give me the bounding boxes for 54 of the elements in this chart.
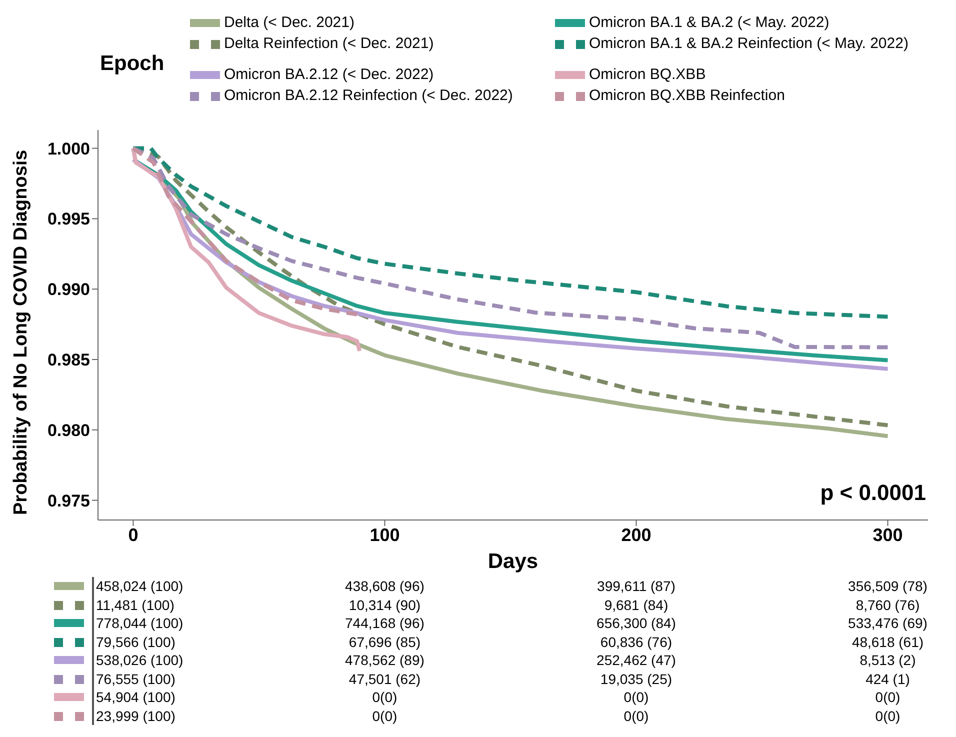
x-tick-label: 100 — [370, 524, 400, 545]
text: 10,314 (90) — [348, 596, 422, 614]
y-axis-title: Probability of No Long COVID Diagnosis — [10, 150, 32, 515]
text: 79,566 (100) — [96, 632, 176, 650]
y-tick-label: 0.995 — [47, 210, 90, 229]
text: 356,509 (78) — [847, 577, 928, 595]
text: 0(0) — [371, 688, 398, 706]
legend-label: Omicron BA.1 & BA.2 (< May. 2022) — [589, 14, 830, 31]
text: 8,760 (76) — [854, 596, 921, 614]
y-tick-label: 1.000 — [47, 139, 90, 158]
text: 67,696 (85) — [348, 632, 422, 650]
text: 399,611 (87) — [596, 577, 676, 595]
legend-label: Omicron BQ.XBB — [589, 66, 706, 83]
x-tick-label: 300 — [872, 524, 903, 545]
text: 47,501 (62) — [348, 670, 422, 688]
text: 478,562 (89) — [344, 651, 426, 669]
text: 54,904 (100) — [96, 688, 176, 706]
text: 0(0) — [622, 688, 650, 706]
legend-label: Omicron BA.2.12 Reinfection (< Dec. 2022) — [224, 87, 513, 104]
text: 744,168 (96) — [344, 614, 426, 632]
legend-label: Delta (< Dec. 2021) — [224, 14, 354, 31]
text: 533,476 (69) — [847, 614, 928, 632]
legend-label: Omicron BQ.XBB Reinfection — [589, 87, 785, 104]
x-tick-label: 0 — [128, 524, 138, 545]
text: 11,481 (100) — [96, 596, 174, 614]
legend-title: Epoch — [100, 52, 166, 76]
x-tick-label: 200 — [621, 524, 652, 545]
text: 252,462 (47) — [596, 651, 677, 669]
text: 0(0) — [371, 706, 398, 724]
y-tick-label: 0.975 — [47, 491, 90, 510]
text: 778,044 (100) — [96, 614, 184, 632]
legend-label: Omicron BA.1 & BA.2 Reinfection (< May. 2022) — [589, 35, 908, 52]
text: 60,836 (76) — [599, 632, 674, 650]
text: 76,555 (100) — [96, 670, 176, 688]
legend-label: Omicron BA.2.12 (< Dec. 2022) — [224, 66, 434, 83]
legend-label: Delta Reinfection (< Dec. 2021) — [224, 35, 434, 52]
y-tick-label: 0.980 — [47, 420, 90, 440]
text: 656,300 (84) — [596, 614, 677, 632]
text: 438,608 (96) — [344, 577, 426, 595]
text: 424 (1) — [864, 670, 911, 688]
x-axis-title: Days — [488, 550, 538, 573]
text: 0(0) — [874, 688, 902, 706]
text: 48,618 (61) — [850, 632, 925, 650]
text: 19,035 (25) — [599, 670, 674, 688]
annotation: p < 0.0001 — [820, 480, 926, 506]
text: 0(0) — [874, 706, 902, 724]
text: 0(0) — [622, 706, 650, 724]
text: 23,999 (100) — [96, 706, 176, 724]
y-tick-label: 0.985 — [47, 350, 90, 370]
text: 458,024 (100) — [96, 577, 184, 595]
text: 9,681 (84) — [603, 596, 670, 614]
y-tick-label: 0.990 — [47, 280, 90, 300]
text: 8,513 (2) — [858, 651, 917, 669]
text: 538,026 (100) — [96, 651, 184, 669]
